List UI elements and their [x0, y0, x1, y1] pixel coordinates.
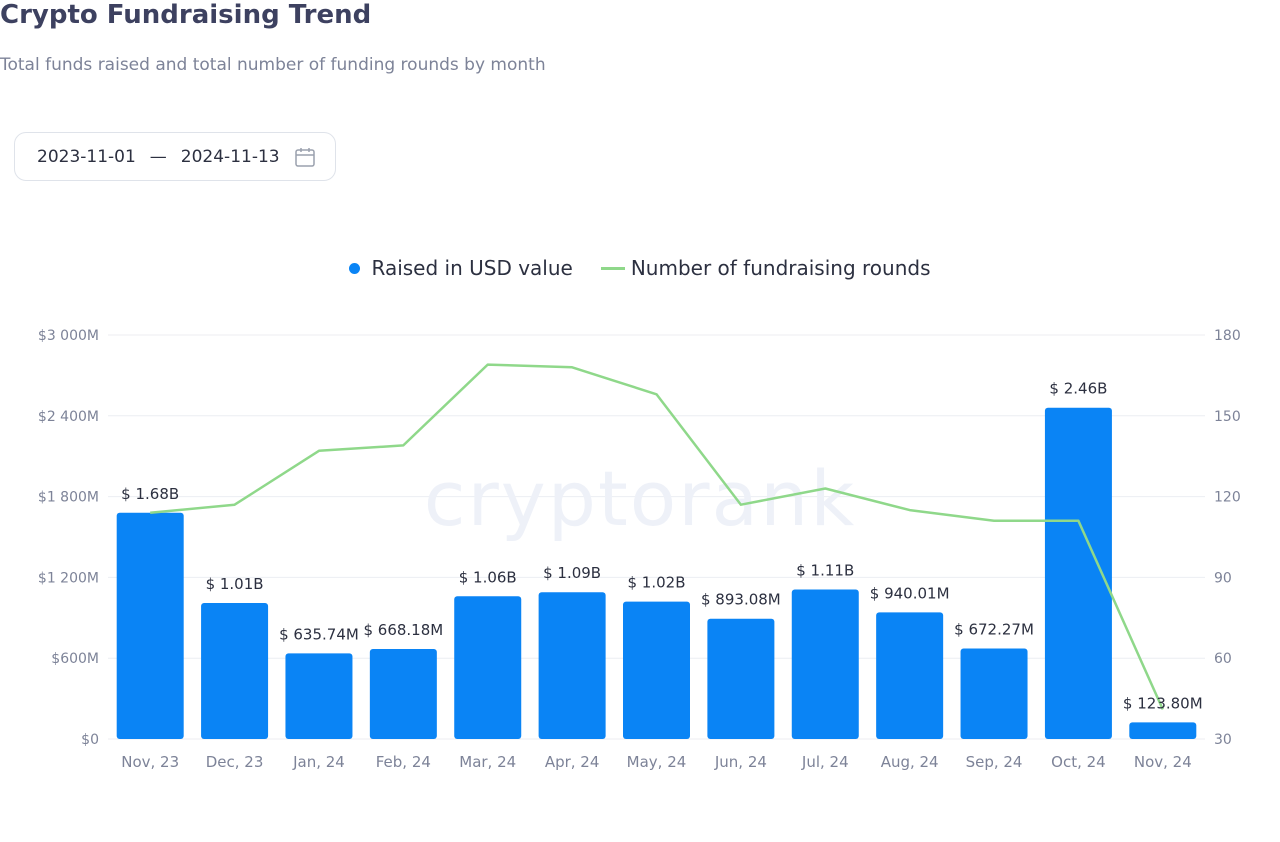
legend-label-rounds: Number of fundraising rounds — [630, 256, 931, 280]
bar-value-label: $ 893.08M — [701, 591, 781, 609]
x-axis-tick-label: Jul, 24 — [801, 753, 849, 771]
line-series — [150, 363, 1164, 710]
bar[interactable] — [1044, 407, 1112, 739]
bar[interactable] — [707, 618, 775, 739]
right-axis-tick-label: 60 — [1214, 651, 1232, 667]
rounds-line — [150, 363, 1164, 710]
bar[interactable] — [369, 649, 437, 739]
right-axis-tick-label: 120 — [1214, 490, 1241, 506]
chart-legend: Raised in USD value Number of fundraisin… — [0, 256, 1280, 280]
bar[interactable] — [1129, 722, 1197, 739]
date-range-start: 2023-11-01 — [37, 146, 136, 167]
bar-value-label: $ 635.74M — [279, 625, 359, 643]
bar[interactable] — [116, 512, 184, 739]
bar-value-label: $ 1.06B — [459, 568, 517, 586]
bar-value-label: $ 668.18M — [363, 621, 443, 639]
x-axis-tick-label: Mar, 24 — [459, 753, 516, 771]
bar-value-label: $ 672.27M — [954, 620, 1034, 638]
x-axis-tick-label: Feb, 24 — [376, 753, 431, 771]
bar-value-label: $ 940.01M — [870, 584, 950, 602]
right-axis-tick-label: 30 — [1214, 732, 1232, 748]
date-range-separator: — — [149, 146, 167, 167]
page-title: Crypto Fundraising Trend — [0, 0, 372, 30]
bar-value-label: $ 1.09B — [543, 564, 601, 582]
date-range-picker[interactable]: 2023-11-01 — 2024-11-13 — [14, 132, 336, 181]
x-axis-tick-label: Jan, 24 — [292, 753, 345, 771]
left-axis-tick-label: $3 000M — [38, 328, 99, 344]
calendar-icon[interactable] — [293, 145, 317, 169]
bar-value-label: $ 2.46B — [1049, 380, 1107, 398]
bar[interactable] — [454, 596, 522, 739]
left-axis-tick-label: $600M — [51, 651, 99, 667]
legend-dot-icon — [349, 262, 361, 274]
bar[interactable] — [791, 589, 859, 739]
bar[interactable] — [876, 612, 944, 739]
bar-value-label: $ 1.02B — [627, 574, 685, 592]
x-axis-tick-label: Oct, 24 — [1051, 753, 1106, 771]
watermark-text: cryptorank — [424, 454, 857, 543]
x-axis-tick-label: May, 24 — [627, 753, 687, 771]
x-axis-tick-label: Sep, 24 — [966, 753, 1023, 771]
legend-item-rounds[interactable]: Number of fundraising rounds — [600, 256, 931, 280]
right-axis-tick-label: 150 — [1214, 409, 1241, 425]
bar-value-labels: $ 1.68B $ 1.01B $ 635.74M $ 668.18M $ 1.06B $… — [121, 380, 1202, 713]
legend-label-raised: Raised in USD value — [371, 256, 573, 280]
bar-value-label: $ 1.68B — [121, 485, 179, 503]
bar[interactable] — [623, 601, 690, 739]
page-subtitle: Total funds raised and total number of f… — [0, 55, 546, 75]
bar-value-label: $ 1.01B — [206, 575, 264, 593]
left-axis: $0 $600M $1 200M $1 800M $2 400M $3 000M — [38, 328, 99, 748]
bar[interactable] — [538, 592, 606, 739]
left-axis-tick-label: $0 — [81, 732, 99, 748]
bar-value-label: $ 1.11B — [796, 562, 854, 580]
right-axis-tick-label: 90 — [1214, 570, 1232, 586]
bar[interactable] — [201, 602, 269, 739]
x-axis-tick-label: Jun, 24 — [714, 753, 767, 771]
x-axis-tick-label: Aug, 24 — [881, 753, 939, 771]
left-axis-tick-label: $1 200M — [38, 570, 99, 586]
bar[interactable] — [285, 653, 353, 739]
legend-line-icon — [600, 266, 625, 270]
date-range-end: 2024-11-13 — [180, 146, 280, 167]
bar-series — [116, 407, 1197, 739]
left-axis-tick-label: $2 400M — [38, 409, 99, 425]
x-axis-tick-label: Nov, 24 — [1134, 753, 1192, 771]
legend-item-raised[interactable]: Raised in USD value — [349, 256, 573, 280]
x-axis-tick-label: Dec, 23 — [206, 753, 264, 771]
x-axis-tick-label: Nov, 23 — [121, 753, 179, 771]
x-axis: Nov, 23 Dec, 23 Jan, 24 Feb, 24 Mar, 24 Apr, … — [121, 753, 1192, 771]
bar-value-label: $ 123.80M — [1123, 694, 1203, 712]
right-axis-tick-label: 180 — [1214, 328, 1241, 344]
left-axis-tick-label: $1 800M — [38, 490, 99, 506]
bar[interactable] — [960, 648, 1028, 739]
x-axis-tick-label: Apr, 24 — [545, 753, 600, 771]
right-axis: 30 60 90 120 150 180 — [1214, 328, 1241, 748]
